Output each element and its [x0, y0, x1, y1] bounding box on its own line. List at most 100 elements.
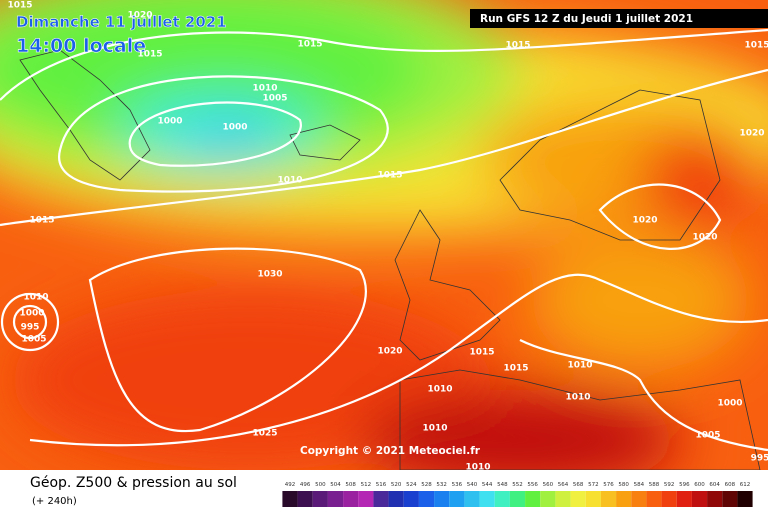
scale-swatch	[494, 491, 510, 507]
isobar-label: 1015	[503, 364, 528, 374]
scale-swatch	[540, 491, 556, 507]
scale-swatch	[676, 491, 692, 507]
isobar-label: 1020	[739, 129, 764, 139]
isobar-label: 1010	[23, 293, 48, 303]
isobar-label: 995	[751, 454, 768, 464]
isobar	[58, 75, 389, 193]
scale-swatch	[418, 491, 435, 507]
scale-label: 580	[618, 482, 629, 488]
scale-label: 588	[649, 482, 660, 488]
isobar-label: 1025	[252, 429, 277, 439]
isobar	[598, 183, 722, 250]
scale-swatch	[616, 491, 632, 507]
isobar-label: 1000	[222, 123, 247, 133]
run-box	[470, 9, 768, 28]
isobar-label: 1010	[565, 393, 590, 403]
scale-swatch	[479, 491, 495, 507]
scale-label: 552	[512, 482, 523, 488]
scale-swatch	[707, 491, 723, 507]
scale-swatch	[570, 491, 586, 507]
scale-swatch	[722, 491, 738, 507]
scale-label: 584	[634, 482, 645, 488]
isobar-label: 1020	[377, 347, 402, 357]
isobar-label: 1015	[29, 216, 54, 226]
isobar-label: 1010	[567, 361, 592, 371]
scale-swatch	[646, 491, 662, 507]
isobar	[29, 273, 768, 447]
coastline	[399, 369, 761, 470]
scale-label: 492	[285, 482, 296, 488]
scale-label: 604	[709, 482, 720, 488]
time-title: 14:00 locale	[16, 35, 146, 57]
run-info: Run GFS 12 Z du Jeudi 1 juillet 2021	[480, 13, 693, 25]
coastline	[19, 49, 151, 181]
legend-subtitle: (+ 240h)	[32, 496, 77, 507]
isobar-label: 1015	[469, 348, 494, 358]
scale-label: 524	[406, 482, 417, 488]
isobar-label: 1000	[717, 399, 742, 409]
scale-label: 504	[330, 482, 341, 488]
scale-swatch	[464, 491, 480, 507]
isobar-label: 1010	[422, 424, 447, 434]
scale-swatch	[373, 491, 389, 507]
scale-swatch	[403, 491, 419, 507]
scale-swatch	[312, 491, 328, 507]
coastline	[289, 124, 361, 161]
isobar-label: 1010	[277, 176, 302, 186]
legend-title: Géop. Z500 & pression au sol	[30, 475, 237, 491]
coastline	[394, 209, 501, 361]
isobar-label: 1000	[157, 117, 182, 127]
isobar-label: 1015	[377, 171, 402, 181]
isobar	[0, 68, 768, 227]
scale-label: 532	[436, 482, 447, 488]
scale-label: 560	[543, 482, 554, 488]
scale-swatch	[449, 491, 465, 507]
isobar	[0, 292, 60, 352]
isobar-label: 995	[21, 323, 40, 333]
isobar	[128, 101, 302, 167]
isobar	[12, 304, 48, 340]
copyright: Copyright © 2021 Meteociel.fr	[300, 445, 481, 457]
isobar-label: 1020	[127, 11, 152, 21]
isobar-label: 1015	[297, 40, 322, 50]
scale-swatch	[525, 491, 541, 507]
scale-swatch	[434, 491, 450, 507]
isobar-label: 1005	[262, 94, 287, 104]
scale-label: 612	[740, 482, 751, 488]
isobar-label: 1015	[7, 1, 32, 11]
scale-swatch	[388, 491, 404, 507]
scale-label: 544	[482, 482, 493, 488]
scale-label: 556	[527, 482, 538, 488]
isobar	[88, 247, 367, 433]
coastline	[499, 89, 721, 241]
scale-label: 496	[300, 482, 311, 488]
scale-swatch	[661, 491, 677, 507]
isobar-label: 1015	[744, 41, 768, 51]
scale-label: 600	[694, 482, 705, 488]
scale-label: 576	[603, 482, 614, 488]
scale-swatch	[509, 491, 526, 507]
scale-swatch	[600, 491, 617, 507]
isobar-label: 1015	[137, 50, 162, 60]
isobar	[519, 339, 768, 452]
isobar-label: 1010	[465, 463, 490, 473]
scale-label: 568	[573, 482, 584, 488]
isobar-label: 1010	[427, 385, 452, 395]
isobar-label: 1015	[505, 41, 530, 51]
scale-label: 500	[315, 482, 326, 488]
date-title: Dimanche 11 juillet 2021	[16, 13, 227, 31]
isobar-label: 1010	[252, 84, 277, 94]
scale-swatch	[297, 491, 313, 507]
scale-swatch	[585, 491, 601, 507]
isobar-label: 1005	[21, 335, 46, 345]
isobar	[0, 28, 768, 101]
scale-swatch	[631, 491, 647, 507]
isobar-label: 1020	[632, 216, 657, 226]
scale-label: 536	[452, 482, 463, 488]
scale-label: 596	[679, 482, 690, 488]
isobar-label: 1030	[257, 270, 282, 280]
scale-swatch	[691, 491, 708, 507]
field	[0, 0, 768, 470]
scale-swatch	[343, 491, 359, 507]
